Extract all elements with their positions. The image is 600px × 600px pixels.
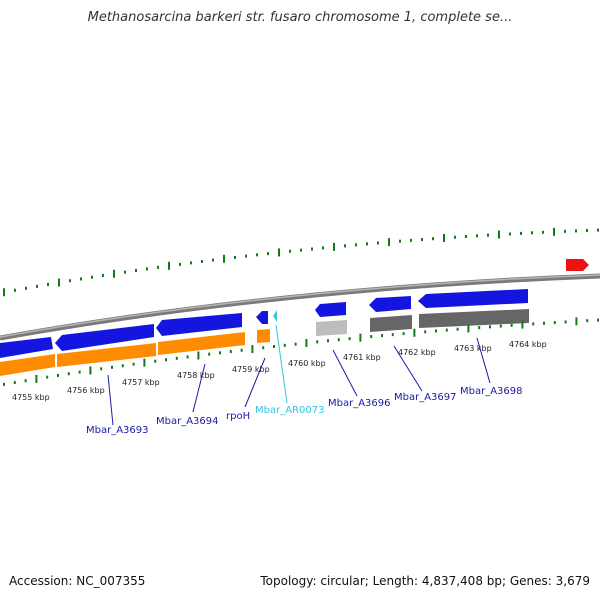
scale-label: 4760 kbp	[288, 359, 326, 368]
leader-line-rpoh	[244, 357, 266, 408]
gene-label-mbar-a3694[interactable]: Mbar_A3694	[156, 416, 219, 427]
gene-label-mbar-a3697[interactable]: Mbar_A3697	[394, 392, 457, 403]
feature-light-1[interactable]	[316, 320, 347, 336]
cds-segment-1[interactable]	[0, 354, 55, 376]
topology-summary: Topology: circular; Length: 4,837,408 bp…	[260, 574, 590, 588]
scale-label: 4756 kbp	[67, 386, 105, 395]
rna-arrow-mbar-ar0073[interactable]	[273, 310, 277, 322]
leader-line-mbar-ar0073	[275, 324, 288, 404]
gene-arrow-mbar-a3697[interactable]	[369, 296, 411, 312]
cds-track	[0, 329, 270, 376]
gene-label-group: Mbar_A3693 Mbar_A3694 rpoH Mbar_AR0073 M…	[86, 386, 523, 436]
cds-segment-2[interactable]	[57, 343, 156, 367]
gene-arrow-mbar-a3696[interactable]	[315, 302, 346, 317]
leader-line-mbar-a3697	[393, 345, 423, 392]
cds-segment-4[interactable]	[257, 329, 270, 343]
grey-feature-track	[316, 309, 529, 336]
outer-tick-ring	[3, 227, 599, 297]
gene-label-mbar-a3698[interactable]: Mbar_A3698	[460, 386, 523, 397]
feature-dark-2[interactable]	[419, 309, 529, 328]
chromosome-backbone	[0, 273, 600, 341]
scale-label: 4761 kbp	[343, 353, 381, 362]
gene-label-mbar-a3696[interactable]: Mbar_A3696	[328, 398, 391, 409]
scale-label: 4755 kbp	[12, 393, 50, 402]
scale-label: 4762 kbp	[398, 348, 436, 357]
cds-segment-3[interactable]	[158, 332, 245, 355]
gene-arrow-rpoh[interactable]	[256, 311, 268, 324]
leader-line-mbar-a3698	[476, 337, 491, 384]
gene-label-rpoh[interactable]: rpoH	[226, 411, 250, 422]
gene-label-mbar-ar0073[interactable]: Mbar_AR0073	[255, 405, 324, 416]
leader-line-mbar-a3694	[192, 363, 206, 413]
gene-arrow-mbar-a3694[interactable]	[156, 313, 242, 336]
scale-label: 4764 kbp	[509, 340, 547, 349]
feature-dark-1[interactable]	[370, 315, 412, 332]
gene-arrow-mbar-a3694-left[interactable]	[55, 324, 154, 351]
inner-tick-ring	[3, 317, 599, 386]
leader-lines	[107, 324, 491, 426]
gene-arrow-mbar-a3693[interactable]	[0, 337, 53, 358]
scale-label-group: 4755 kbp 4756 kbp 4757 kbp 4758 kbp 4759 kbp…	[12, 340, 547, 402]
gene-label-mbar-a3693[interactable]: Mbar_A3693	[86, 425, 149, 436]
leader-line-mbar-a3696	[332, 349, 358, 397]
scale-label: 4758 kbp	[177, 371, 215, 380]
leader-line-mbar-a3693	[107, 374, 114, 426]
current-position-marker[interactable]	[566, 259, 589, 271]
gene-track	[0, 289, 528, 358]
scale-label: 4763 kbp	[454, 344, 492, 353]
accession-text: Accession: NC_007355	[9, 574, 146, 588]
scale-label: 4757 kbp	[122, 378, 160, 387]
chart-title: Methanosarcina barkeri str. fusaro chrom…	[87, 10, 513, 25]
gene-arrow-mbar-a3698[interactable]	[418, 289, 528, 308]
scale-label: 4759 kbp	[232, 365, 270, 374]
